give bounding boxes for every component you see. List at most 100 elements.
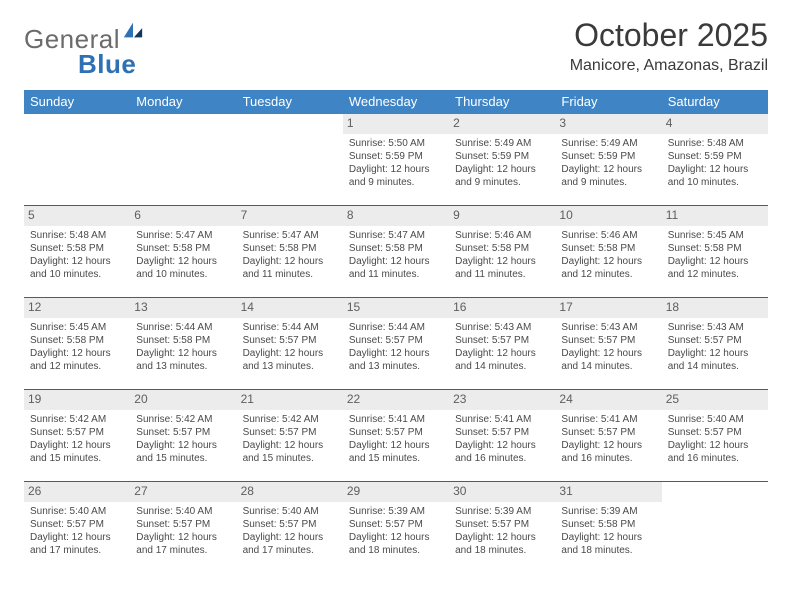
- day-info-line: Sunset: 5:58 PM: [349, 242, 443, 255]
- day-info-line: Daylight: 12 hours: [136, 531, 230, 544]
- day-info-line: Sunset: 5:57 PM: [243, 334, 337, 347]
- day-info-line: Daylight: 12 hours: [668, 439, 762, 452]
- day-info-line: Daylight: 12 hours: [349, 163, 443, 176]
- day-info-line: Sunrise: 5:49 AM: [455, 137, 549, 150]
- day-number: 16: [449, 298, 555, 318]
- day-info-line: Daylight: 12 hours: [30, 439, 124, 452]
- day-number: 14: [237, 298, 343, 318]
- calendar-day-cell: 13Sunrise: 5:44 AMSunset: 5:58 PMDayligh…: [130, 298, 236, 390]
- day-number: 31: [555, 482, 661, 502]
- day-info-line: Sunset: 5:57 PM: [30, 518, 124, 531]
- calendar-day-cell: 2 Sunrise: 5:49 AMSunset: 5:59 PMDaylight…: [449, 114, 555, 206]
- logo-sail-icon: [120, 24, 144, 45]
- day-number: 22: [343, 390, 449, 410]
- day-info-line: and 10 minutes.: [30, 268, 124, 281]
- day-info-line: and 16 minutes.: [561, 452, 655, 465]
- day-info-line: Daylight: 12 hours: [668, 163, 762, 176]
- day-info-line: and 13 minutes.: [349, 360, 443, 373]
- day-number: 4: [662, 114, 768, 134]
- day-info-line: Sunset: 5:59 PM: [349, 150, 443, 163]
- day-number: 2: [449, 114, 555, 134]
- day-info-line: and 18 minutes.: [455, 544, 549, 557]
- day-info-line: Sunrise: 5:39 AM: [561, 505, 655, 518]
- day-info-line: Sunrise: 5:50 AM: [349, 137, 443, 150]
- day-info-line: Daylight: 12 hours: [455, 255, 549, 268]
- day-info-line: and 10 minutes.: [136, 268, 230, 281]
- day-info-line: and 12 minutes.: [30, 360, 124, 373]
- day-info-line: Sunrise: 5:42 AM: [136, 413, 230, 426]
- calendar-day-cell: 5Sunrise: 5:48 AMSunset: 5:58 PMDaylight…: [24, 206, 130, 298]
- day-info-line: Sunrise: 5:47 AM: [243, 229, 337, 242]
- topbar: GeneralBlue October 2025 Manicore, Amazo…: [24, 18, 768, 80]
- day-info-line: Daylight: 12 hours: [136, 439, 230, 452]
- calendar-day-cell: 30Sunrise: 5:39 AMSunset: 5:57 PMDayligh…: [449, 482, 555, 574]
- day-number: 30: [449, 482, 555, 502]
- day-info-line: and 17 minutes.: [30, 544, 124, 557]
- day-info-line: Daylight: 12 hours: [455, 163, 549, 176]
- day-number: 27: [130, 482, 236, 502]
- calendar-header-row: SundayMondayTuesdayWednesdayThursdayFrid…: [24, 90, 768, 114]
- calendar-day-cell: 22Sunrise: 5:41 AMSunset: 5:57 PMDayligh…: [343, 390, 449, 482]
- day-number: 19: [24, 390, 130, 410]
- day-info-line: Sunrise: 5:45 AM: [668, 229, 762, 242]
- day-info-line: Daylight: 12 hours: [243, 255, 337, 268]
- weekday-header: Wednesday: [343, 90, 449, 114]
- calendar-day-cell: [662, 482, 768, 574]
- calendar-day-cell: 4Sunrise: 5:48 AMSunset: 5:59 PMDaylight…: [662, 114, 768, 206]
- day-info-line: Sunset: 5:59 PM: [668, 150, 762, 163]
- day-info-line: Sunrise: 5:40 AM: [243, 505, 337, 518]
- calendar-day-cell: 18Sunrise: 5:43 AMSunset: 5:57 PMDayligh…: [662, 298, 768, 390]
- day-info-line: Sunset: 5:58 PM: [561, 242, 655, 255]
- day-number: 17: [555, 298, 661, 318]
- location-label: Manicore, Amazonas, Brazil: [570, 57, 768, 75]
- day-info-line: and 14 minutes.: [455, 360, 549, 373]
- calendar-week-row: 26Sunrise: 5:40 AMSunset: 5:57 PMDayligh…: [24, 482, 768, 574]
- calendar-table: SundayMondayTuesdayWednesdayThursdayFrid…: [24, 90, 768, 573]
- calendar-day-cell: 3Sunrise: 5:49 AMSunset: 5:59 PMDaylight…: [555, 114, 661, 206]
- day-info-line: Sunset: 5:57 PM: [455, 426, 549, 439]
- day-info-line: Daylight: 12 hours: [349, 347, 443, 360]
- day-number: 24: [555, 390, 661, 410]
- day-info-line: and 15 minutes.: [136, 452, 230, 465]
- day-info-line: and 10 minutes.: [668, 176, 762, 189]
- calendar-body: 1Sunrise: 5:50 AMSunset: 5:59 PMDaylight…: [24, 114, 768, 573]
- day-info-line: Sunset: 5:58 PM: [136, 334, 230, 347]
- calendar-week-row: 5Sunrise: 5:48 AMSunset: 5:58 PMDaylight…: [24, 206, 768, 298]
- day-number: 26: [24, 482, 130, 502]
- day-info-line: and 15 minutes.: [349, 452, 443, 465]
- day-info-line: Daylight: 12 hours: [136, 347, 230, 360]
- day-info-line: and 18 minutes.: [349, 544, 443, 557]
- day-info-line: Daylight: 12 hours: [668, 255, 762, 268]
- calendar-week-row: 12Sunrise: 5:45 AMSunset: 5:58 PMDayligh…: [24, 298, 768, 390]
- day-info-line: Daylight: 12 hours: [349, 255, 443, 268]
- day-info-line: Sunrise: 5:46 AM: [455, 229, 549, 242]
- day-info-line: Sunset: 5:57 PM: [30, 426, 124, 439]
- title-block: October 2025 Manicore, Amazonas, Brazil: [570, 18, 768, 75]
- day-info-line: Sunset: 5:57 PM: [136, 426, 230, 439]
- day-number: 5: [24, 206, 130, 226]
- day-info-line: Daylight: 12 hours: [349, 531, 443, 544]
- day-info-line: Sunrise: 5:40 AM: [668, 413, 762, 426]
- day-number: 18: [662, 298, 768, 318]
- month-title: October 2025: [570, 18, 768, 53]
- day-info-line: Daylight: 12 hours: [136, 255, 230, 268]
- day-info-line: and 12 minutes.: [561, 268, 655, 281]
- calendar-day-cell: 27Sunrise: 5:40 AMSunset: 5:57 PMDayligh…: [130, 482, 236, 574]
- calendar-day-cell: 25Sunrise: 5:40 AMSunset: 5:57 PMDayligh…: [662, 390, 768, 482]
- day-number: 12: [24, 298, 130, 318]
- day-info-line: Sunrise: 5:39 AM: [349, 505, 443, 518]
- day-info-line: Daylight: 12 hours: [349, 439, 443, 452]
- day-info-line: Sunset: 5:59 PM: [455, 150, 549, 163]
- weekday-header: Monday: [130, 90, 236, 114]
- day-number: 6: [130, 206, 236, 226]
- day-info-line: Sunset: 5:58 PM: [30, 242, 124, 255]
- day-info-line: and 15 minutes.: [30, 452, 124, 465]
- calendar-day-cell: 10Sunrise: 5:46 AMSunset: 5:58 PMDayligh…: [555, 206, 661, 298]
- day-info-line: Daylight: 12 hours: [561, 347, 655, 360]
- calendar-day-cell: 17Sunrise: 5:43 AMSunset: 5:57 PMDayligh…: [555, 298, 661, 390]
- calendar-page: GeneralBlue October 2025 Manicore, Amazo…: [0, 0, 792, 612]
- day-info-line: Sunset: 5:57 PM: [243, 518, 337, 531]
- calendar-day-cell: [24, 114, 130, 206]
- day-info-line: Sunrise: 5:48 AM: [30, 229, 124, 242]
- day-info-line: and 14 minutes.: [561, 360, 655, 373]
